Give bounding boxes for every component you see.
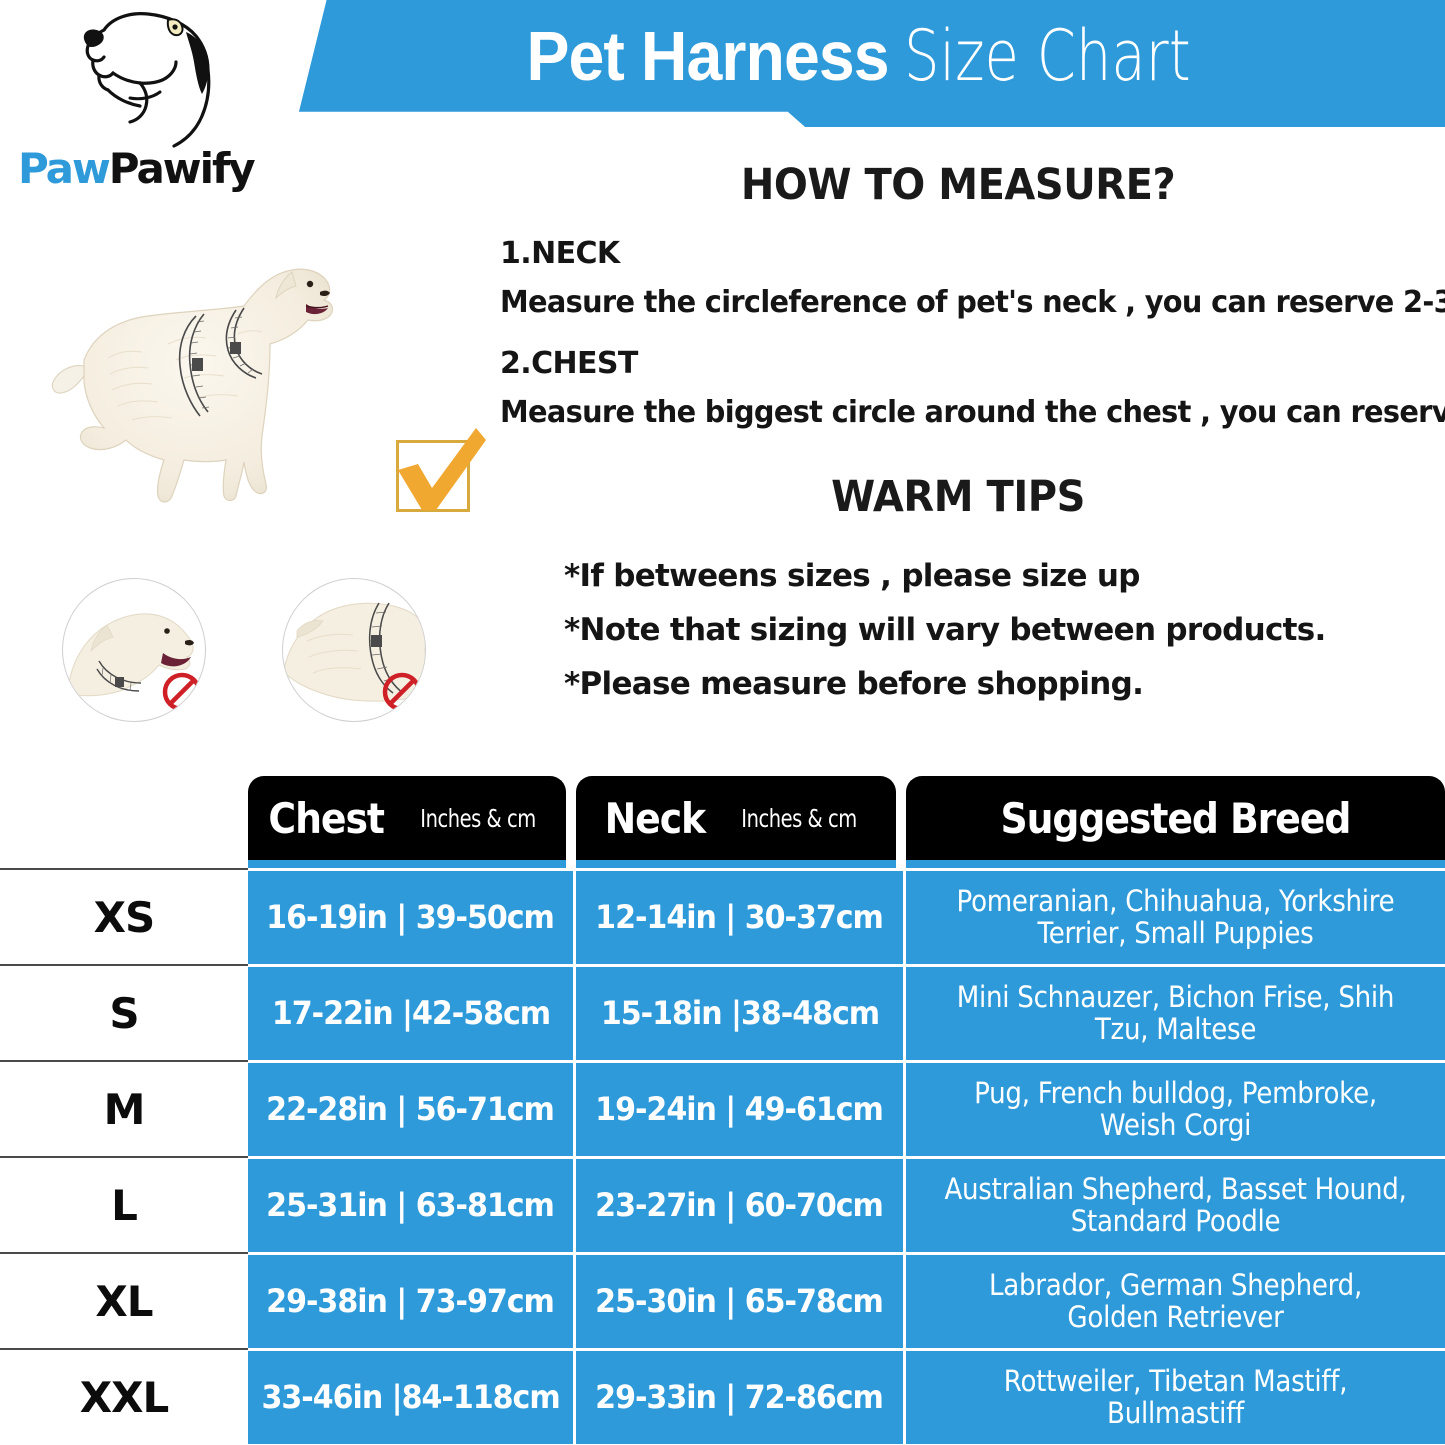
dog-head-wrong-neck-photo bbox=[68, 613, 194, 697]
row-breed-value: Labrador, German Shepherd, Golden Retrie… bbox=[989, 1268, 1362, 1334]
prohibition-icon bbox=[162, 672, 202, 712]
row-breed-cell: Mini Schnauzer, Bichon Frise, Shih Tzu, … bbox=[906, 964, 1445, 1060]
row-chest-cell: 22-28in | 56-71cm bbox=[248, 1060, 576, 1156]
row-neck-value: 29-33in | 72-86cm bbox=[595, 1378, 885, 1417]
table-row: XS 16-19in | 39-50cm 12-14in | 30-37cm P… bbox=[0, 868, 1445, 964]
header-banner: Pet Harness Size Chart bbox=[298, 0, 1445, 127]
row-chest-cell: 25-31in | 63-81cm bbox=[248, 1156, 576, 1252]
column-header-neck-label: Neck bbox=[604, 793, 707, 843]
row-size-label: XL bbox=[0, 1252, 248, 1348]
brand-logo: PawPawify bbox=[8, 8, 284, 198]
row-breed-cell: Australian Shepherd, Basset Hound, Stand… bbox=[906, 1156, 1445, 1252]
row-neck-value: 23-27in | 60-70cm bbox=[595, 1186, 885, 1225]
prohibition-icon bbox=[382, 672, 422, 712]
tip-line: *Note that sizing will vary between prod… bbox=[564, 612, 1326, 648]
row-chest-cell: 16-19in | 39-50cm bbox=[248, 868, 576, 964]
row-breed-value: Pomeranian, Chihuahua, Yorkshire Terrier… bbox=[956, 884, 1395, 950]
brand-wordmark-part1: Paw bbox=[18, 144, 111, 193]
how-to-measure-heading: HOW TO MEASURE? bbox=[740, 160, 1176, 210]
column-header-neck-accent bbox=[576, 860, 896, 868]
correct-marker-box bbox=[396, 440, 470, 512]
step-1-label: 1.NECK bbox=[500, 236, 620, 271]
row-size-label: L bbox=[0, 1156, 248, 1252]
row-neck-value: 15-18in |38-48cm bbox=[600, 994, 879, 1033]
dog-head-logo-icon bbox=[83, 12, 211, 148]
column-header-breed-label: Suggested Breed bbox=[1000, 793, 1352, 843]
page-title-bold: Pet Harness bbox=[526, 17, 889, 95]
incorrect-measure-inset-1 bbox=[62, 578, 206, 722]
row-breed-value: Rottweiler, Tibetan Mastiff, Bullmastiff bbox=[1003, 1364, 1348, 1430]
warm-tips-heading: WARM TIPS bbox=[831, 472, 1085, 522]
row-breed-value: Mini Schnauzer, Bichon Frise, Shih Tzu, … bbox=[956, 980, 1395, 1046]
row-neck-cell: 23-27in | 60-70cm bbox=[576, 1156, 906, 1252]
row-neck-cell: 29-33in | 72-86cm bbox=[576, 1348, 906, 1444]
table-header-row: Chest Inches & cm Neck Inches & cm Sugge… bbox=[0, 772, 1445, 868]
row-neck-cell: 25-30in | 65-78cm bbox=[576, 1252, 906, 1348]
row-size-label: XXL bbox=[0, 1348, 248, 1444]
row-neck-value: 12-14in | 30-37cm bbox=[595, 898, 885, 937]
table-row: M 22-28in | 56-71cm 19-24in | 49-61cm Pu… bbox=[0, 1060, 1445, 1156]
column-header-breed-accent bbox=[906, 860, 1445, 868]
row-size-label: XS bbox=[0, 868, 248, 964]
column-header-neck-unit: Inches & cm bbox=[741, 803, 857, 833]
row-chest-cell: 17-22in |42-58cm bbox=[248, 964, 576, 1060]
brand-wordmark-part2: Pawify bbox=[108, 144, 256, 193]
table-row: XXL 33-46in |84-118cm 29-33in | 72-86cm … bbox=[0, 1348, 1445, 1444]
row-chest-value: 33-46in |84-118cm bbox=[261, 1378, 560, 1417]
dog-side-profile-photo bbox=[51, 268, 334, 503]
how-to-measure-section: HOW TO MEASURE? 1.NECK Measure the circl… bbox=[478, 160, 1445, 430]
row-chest-value: 16-19in | 39-50cm bbox=[266, 898, 556, 937]
column-header-breed: Suggested Breed bbox=[906, 776, 1445, 860]
row-neck-cell: 12-14in | 30-37cm bbox=[576, 868, 906, 964]
table-row: XL 29-38in | 73-97cm 25-30in | 65-78cm L… bbox=[0, 1252, 1445, 1348]
warm-tips-section: WARM TIPS *If betweens sizes , please si… bbox=[478, 472, 1438, 702]
row-breed-cell: Rottweiler, Tibetan Mastiff, Bullmastiff bbox=[906, 1348, 1445, 1444]
row-chest-value: 22-28in | 56-71cm bbox=[266, 1090, 556, 1129]
incorrect-measure-inset-2 bbox=[282, 578, 426, 722]
table-row: L 25-31in | 63-81cm 23-27in | 60-70cm Au… bbox=[0, 1156, 1445, 1252]
page-title-light: Size Chart bbox=[904, 15, 1191, 97]
tip-line: *If betweens sizes , please size up bbox=[564, 558, 1140, 594]
size-chart-table: Chest Inches & cm Neck Inches & cm Sugge… bbox=[0, 772, 1445, 1445]
row-chest-value: 17-22in |42-58cm bbox=[271, 994, 550, 1033]
row-neck-value: 25-30in | 65-78cm bbox=[595, 1282, 885, 1321]
row-chest-value: 25-31in | 63-81cm bbox=[266, 1186, 556, 1225]
table-row: S 17-22in |42-58cm 15-18in |38-48cm Mini… bbox=[0, 964, 1445, 1060]
step-2-body: Measure the biggest circle around the ch… bbox=[500, 395, 1445, 430]
tip-line: *Please measure before shopping. bbox=[564, 666, 1144, 702]
row-chest-value: 29-38in | 73-97cm bbox=[266, 1282, 556, 1321]
step-2-label: 2.CHEST bbox=[500, 346, 638, 381]
row-chest-cell: 29-38in | 73-97cm bbox=[248, 1252, 576, 1348]
checkmark-icon bbox=[398, 428, 486, 510]
row-neck-cell: 15-18in |38-48cm bbox=[576, 964, 906, 1060]
step-1-body: Measure the circleference of pet's neck … bbox=[500, 285, 1445, 320]
row-breed-value: Pug, French bulldog, Pembroke, Weish Cor… bbox=[974, 1076, 1377, 1142]
column-header-chest-label: Chest bbox=[268, 793, 385, 843]
row-size-label: M bbox=[0, 1060, 248, 1156]
brand-wordmark: PawPawify bbox=[18, 144, 256, 193]
column-header-neck: Neck Inches & cm bbox=[576, 776, 896, 860]
row-size-label: S bbox=[0, 964, 248, 1060]
row-breed-cell: Pug, French bulldog, Pembroke, Weish Cor… bbox=[906, 1060, 1445, 1156]
column-header-chest-unit: Inches & cm bbox=[420, 803, 536, 833]
row-breed-cell: Labrador, German Shepherd, Golden Retrie… bbox=[906, 1252, 1445, 1348]
row-neck-cell: 19-24in | 49-61cm bbox=[576, 1060, 906, 1156]
page-title: Pet Harness Size Chart bbox=[299, 0, 1445, 112]
column-header-chest: Chest Inches & cm bbox=[248, 776, 566, 860]
row-neck-value: 19-24in | 49-61cm bbox=[595, 1090, 885, 1129]
row-breed-value: Australian Shepherd, Basset Hound, Stand… bbox=[944, 1172, 1407, 1238]
row-breed-cell: Pomeranian, Chihuahua, Yorkshire Terrier… bbox=[906, 868, 1445, 964]
column-header-chest-accent bbox=[248, 860, 566, 868]
row-chest-cell: 33-46in |84-118cm bbox=[248, 1348, 576, 1444]
